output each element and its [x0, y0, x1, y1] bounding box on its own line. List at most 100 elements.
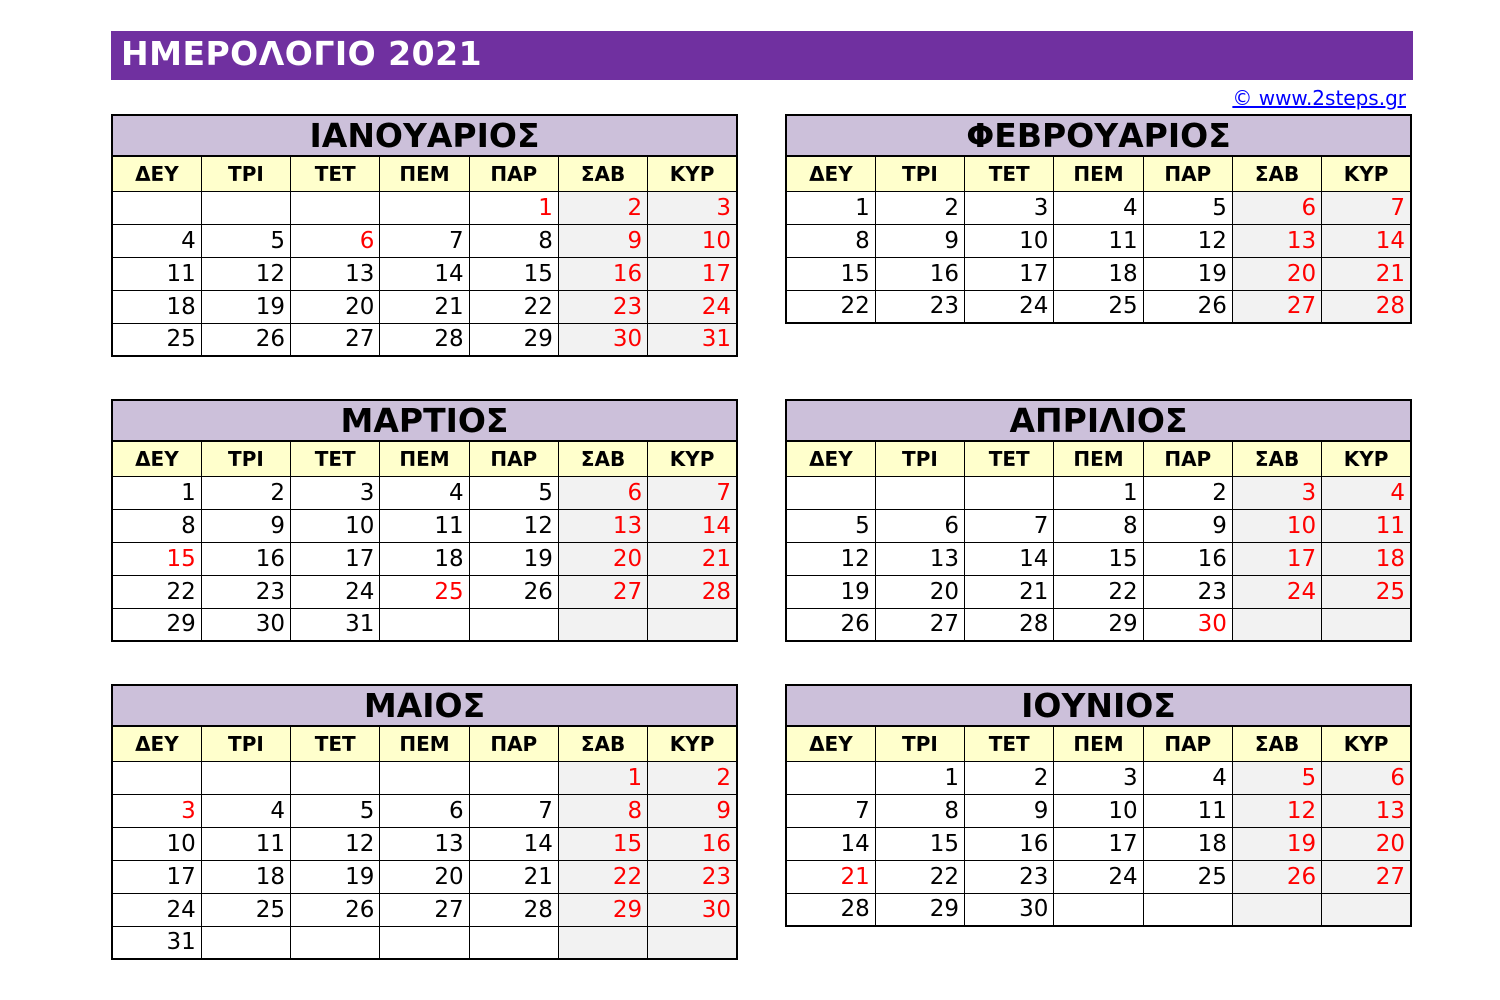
day-cell: 1 — [785, 190, 876, 225]
day-cell: 19 — [468, 541, 559, 576]
week-row: 15 16 17 18 19 20 21 — [111, 541, 738, 576]
day-cell: 7 — [1321, 190, 1412, 225]
weekday-header: ΔΕΥ — [111, 155, 202, 192]
day-cell: 26 — [468, 574, 559, 609]
week-row: 19 20 21 22 23 24 25 — [785, 574, 1412, 609]
day-cell: 21 — [647, 541, 738, 576]
copyright-link[interactable]: © www.2steps.gr — [1232, 86, 1406, 110]
week-row: 21 22 23 24 25 26 27 — [785, 859, 1412, 894]
day-cell: 24 — [1231, 574, 1323, 609]
day-cell: 9 — [1142, 508, 1233, 543]
day-cell: 15 — [874, 826, 966, 861]
page-title: ΗΜΕΡΟΛΟΓΙΟ 2021 — [121, 34, 483, 73]
day-cell: 18 — [1053, 256, 1144, 291]
weekday-header: ΤΕΤ — [290, 155, 381, 192]
day-cell: 28 — [647, 574, 738, 609]
day-cell: 21 — [379, 289, 470, 324]
day-cell: 6 — [557, 475, 649, 510]
day-cell: 4 — [1142, 760, 1233, 795]
day-cell: 28 — [468, 892, 559, 927]
day-cell — [785, 760, 876, 795]
day-cell — [1321, 607, 1412, 642]
day-cell: 24 — [111, 892, 202, 927]
day-cell: 3 — [964, 190, 1055, 225]
weekday-header: ΣΑΒ — [1231, 155, 1323, 192]
day-cell: 19 — [200, 289, 292, 324]
day-cell — [111, 760, 202, 795]
day-cell: 10 — [647, 223, 738, 258]
day-cell: 26 — [290, 892, 381, 927]
day-cell: 15 — [1053, 541, 1144, 576]
day-cell — [785, 475, 876, 510]
day-cell — [647, 607, 738, 642]
day-cell: 12 — [468, 508, 559, 543]
day-cell: 11 — [379, 508, 470, 543]
day-cell: 20 — [1231, 256, 1323, 291]
day-cell: 7 — [468, 793, 559, 828]
day-cell — [468, 925, 559, 960]
weekday-header: ΠΕΜ — [1053, 440, 1144, 477]
day-cell: 19 — [1231, 826, 1323, 861]
day-cell: 10 — [1231, 508, 1323, 543]
day-cell: 19 — [1142, 256, 1233, 291]
day-cell: 4 — [379, 475, 470, 510]
week-row: 8 9 10 11 12 13 14 — [785, 223, 1412, 258]
day-cell: 11 — [111, 256, 202, 291]
day-cell: 27 — [1321, 859, 1412, 894]
month-table-may: ΜΑΙΟΣ ΔΕΥ ΤΡΙ ΤΕΤ ΠΕΜ ΠΑΡ ΣΑΒ ΚΥΡ 1 2 3 4 5 6 7 8 9 10 11 1… — [111, 684, 738, 960]
day-cell: 15 — [785, 256, 876, 291]
day-cell: 23 — [557, 289, 649, 324]
day-cell: 25 — [111, 322, 202, 357]
day-cell: 22 — [785, 289, 876, 324]
day-cell: 1 — [557, 760, 649, 795]
week-row: 31 — [111, 925, 738, 960]
day-cell: 31 — [647, 322, 738, 357]
day-cell: 30 — [200, 607, 292, 642]
day-cell: 7 — [785, 793, 876, 828]
day-cell: 23 — [200, 574, 292, 609]
day-cell: 13 — [379, 826, 470, 861]
day-cell: 3 — [1053, 760, 1144, 795]
day-cell: 19 — [785, 574, 876, 609]
day-cell: 20 — [290, 289, 381, 324]
month-table-april: ΑΠΡΙΛΙΟΣ ΔΕΥ ΤΡΙ ΤΕΤ ΠΕΜ ΠΑΡ ΣΑΒ ΚΥΡ 1 2 3 4 5 6 7 8 9 10… — [785, 399, 1412, 642]
weekday-header: ΣΑΒ — [557, 155, 649, 192]
day-cell: 13 — [290, 256, 381, 291]
week-row: 15 16 17 18 19 20 21 — [785, 256, 1412, 291]
weekday-header: ΣΑΒ — [557, 725, 649, 762]
week-row: 24 25 26 27 28 29 30 — [111, 892, 738, 927]
day-cell: 17 — [964, 256, 1055, 291]
day-cell: 27 — [1231, 289, 1323, 324]
day-cell — [1142, 892, 1233, 927]
day-cell: 5 — [1231, 760, 1323, 795]
day-cell: 2 — [1142, 475, 1233, 510]
month-name: ΜΑΙΟΣ — [111, 684, 738, 727]
day-cell: 21 — [468, 859, 559, 894]
day-cell: 13 — [874, 541, 966, 576]
day-cell: 12 — [200, 256, 292, 291]
day-cell: 13 — [1321, 793, 1412, 828]
day-cell: 5 — [1142, 190, 1233, 225]
day-cell: 17 — [647, 256, 738, 291]
day-cell: 11 — [1142, 793, 1233, 828]
day-cell: 1 — [1053, 475, 1144, 510]
month-name: ΦΕΒΡΟΥΑΡΙΟΣ — [785, 114, 1412, 157]
day-cell: 2 — [557, 190, 649, 225]
weekday-header: ΠΑΡ — [468, 440, 559, 477]
weekday-header: ΚΥΡ — [1321, 725, 1412, 762]
day-cell: 16 — [200, 541, 292, 576]
day-cell: 10 — [290, 508, 381, 543]
week-row: 11 12 13 14 15 16 17 — [111, 256, 738, 291]
day-cell: 8 — [111, 508, 202, 543]
day-cell — [1231, 607, 1323, 642]
day-cell: 30 — [964, 892, 1055, 927]
day-cell: 18 — [379, 541, 470, 576]
day-cell: 25 — [1142, 859, 1233, 894]
week-row: 10 11 12 13 14 15 16 — [111, 826, 738, 861]
day-cell: 20 — [1321, 826, 1412, 861]
week-row: 25 26 27 28 29 30 31 — [111, 322, 738, 357]
